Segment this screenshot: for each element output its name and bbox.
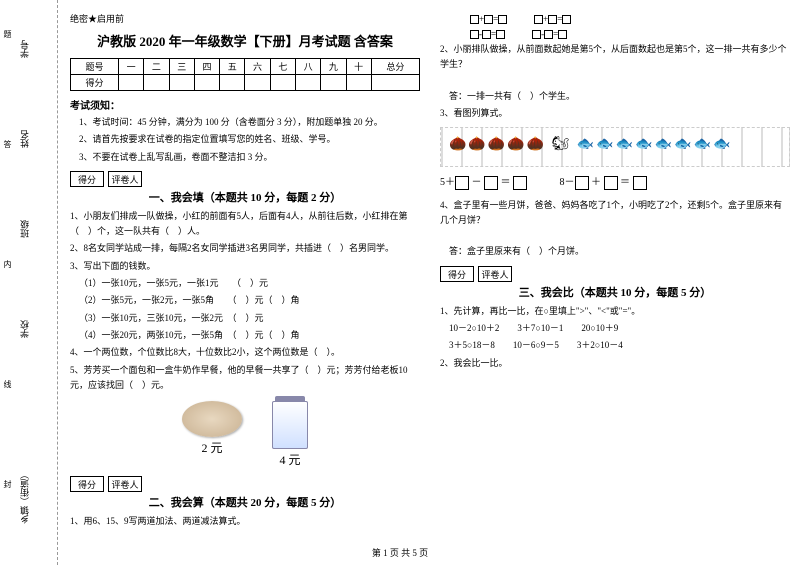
right-column: += += -= -= 2、小丽排队做操，从前面数起她是第5个，从后面数起也是第… [440, 12, 790, 531]
bread-price: 2 元 [182, 439, 242, 456]
q1-3-line: （3）一张10元，三张10元，一张2元 （ ）元 [70, 311, 420, 326]
bread-icon [182, 401, 242, 437]
equation-template: -= -= [470, 27, 790, 40]
exam-title: 沪教版 2020 年一年级数学【下册】月考试题 含答案 [70, 31, 420, 50]
ans2: 答：一排一共有（ ）个学生。 [440, 89, 790, 104]
picture-equation: 5＋ － ＝ 8－ ＋ ＝ [440, 173, 790, 190]
q3-1-line: 10－2○10＋2 3＋7○10－1 20○10＋9 [440, 321, 790, 336]
secret-label: 绝密★启用前 [70, 12, 420, 25]
section3-title: 三、我会比（本题共 10 分，每题 5 分） [440, 284, 790, 300]
page-content: 绝密★启用前 沪教版 2020 年一年级数学【下册】月考试题 含答案 题号 一 … [70, 12, 790, 531]
page-footer: 第 1 页 共 5 页 [0, 546, 800, 559]
ans4: 答：盒子里原来有（ ）个月饼。 [440, 244, 790, 259]
label-name: 姓名 [18, 130, 31, 148]
q1-2: 2、8名女同学站成一排，每隔2名女同学插进3名男同学，共插进（ ）名男同学。 [70, 241, 420, 256]
q3-2: 2、我会比一比。 [440, 356, 790, 371]
margin-markers: 题 答 内 线 封 [0, 0, 16, 565]
score-value-row: 得分 [71, 75, 420, 91]
q1-3-line: （1）一张10元，一张5元，一张1元 （ ）元 [70, 276, 420, 291]
notice-heading: 考试须知： [70, 97, 420, 112]
section2-title: 二、我会算（本题共 20 分，每题 5 分） [70, 494, 420, 510]
grader-box: 得分 评卷人 [440, 266, 790, 282]
product-images: 2 元 4 元 [70, 401, 420, 468]
label-student-id: 学号 [18, 40, 31, 58]
grader-box: 得分 评卷人 [70, 171, 420, 187]
notice-item: 2、请首先按要求在试卷的指定位置填写您的姓名、班级、学号。 [70, 132, 420, 147]
grader-box: 得分 评卷人 [70, 476, 420, 492]
left-column: 绝密★启用前 沪教版 2020 年一年级数学【下册】月考试题 含答案 题号 一 … [70, 12, 420, 531]
q1-3: 3、写出下面的钱数。 [70, 259, 420, 274]
q2-3: 3、看图列算式。 [440, 106, 790, 121]
equation-template: += += [470, 12, 790, 25]
q2-2: 2、小丽排队做操，从前面数起她是第5个，从后面数起也是第5个，这一排一共有多少个… [440, 42, 790, 73]
q3-1-line: 3＋5○18－8 10－6○9－5 3＋2○10－4 [440, 338, 790, 353]
label-class: 班级 [18, 220, 31, 238]
milk-icon [272, 401, 308, 449]
q1-1: 1、小朋友们排成一队做操，小红的前面有5人，后面有4人，从前往后数，小红排在第（… [70, 209, 420, 240]
score-table: 题号 一 二 三 四 五 六 七 八 九 十 总分 得分 [70, 58, 420, 91]
q2-4: 4、盒子里有一些月饼，爸爸、妈妈各吃了1个，小明吃了2个，还剩5个。盒子里原来有… [440, 198, 790, 229]
milk-block: 4 元 [272, 401, 308, 468]
label-school: 学校 [18, 320, 31, 338]
q1-3-line: （4）一张20元，两张10元，一张5角 （ ）元（ ）角 [70, 328, 420, 343]
q1-3-line: （2）一张5元，一张2元，一张5角 （ ）元（ ）角 [70, 293, 420, 308]
milk-price: 4 元 [272, 451, 308, 468]
q1-4: 4、一个两位数，个位数比8大，十位数比2小，这个两位数是（ ）。 [70, 345, 420, 360]
score-header-row: 题号 一 二 三 四 五 六 七 八 九 十 总分 [71, 59, 420, 75]
q1-5: 5、芳芳买一个面包和一盒牛奶作早餐，他的早餐一共享了（ ）元；芳芳付给老板10元… [70, 363, 420, 394]
bread-block: 2 元 [182, 401, 242, 468]
section1-title: 一、我会填（本题共 10 分，每题 2 分） [70, 189, 420, 205]
notice-item: 3、不要在试卷上乱写乱画，卷面不整洁扣 3 分。 [70, 150, 420, 165]
q2-1: 1、用6、15、9写两道加法、两道减法算式。 [70, 514, 420, 529]
label-township: 乡镇（街道） [18, 470, 31, 524]
q3-1: 1、先计算，再比一比，在○里填上">"、"<"或"="。 [440, 304, 790, 319]
notice-item: 1、考试时间：45 分钟，满分为 100 分（含卷面分 3 分），附加题单独 2… [70, 115, 420, 130]
picture-row [440, 127, 790, 167]
binding-margin: 学号 姓名 班级 学校 乡镇（街道） [18, 0, 58, 565]
